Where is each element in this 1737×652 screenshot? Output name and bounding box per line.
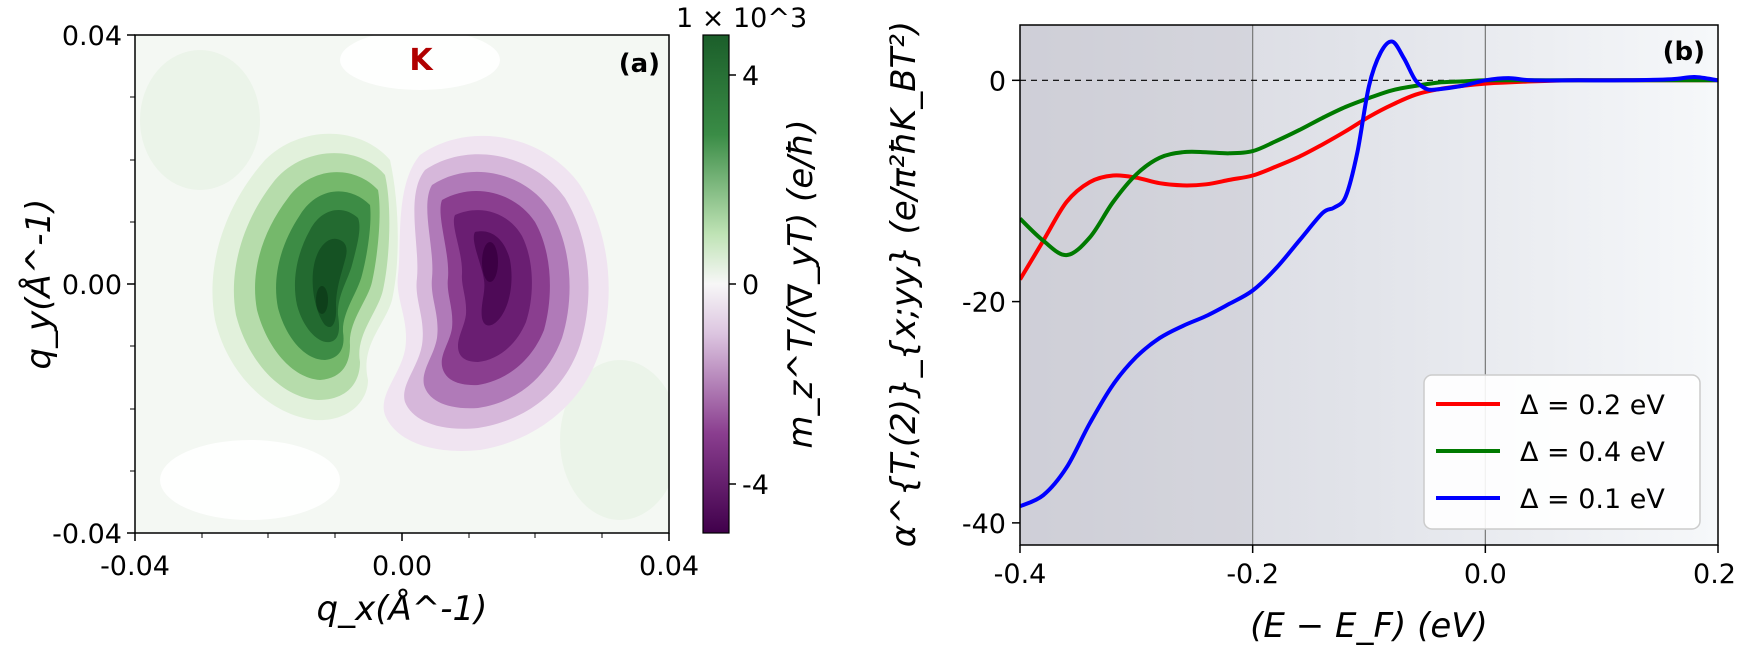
y-tick-label: -20 bbox=[962, 288, 1006, 319]
guide-lines bbox=[1020, 25, 1718, 545]
y-tick-label: 0 bbox=[989, 66, 1006, 97]
colorbar-tick-label: 0 bbox=[742, 270, 759, 301]
colorbar-multiplier: 1 × 10^3 bbox=[676, 3, 807, 34]
x-axis-label-b: (E − E_F) (eV) bbox=[1250, 606, 1488, 646]
legend-label: Δ = 0.4 eV bbox=[1520, 437, 1665, 468]
panel-b: (b) -0.4 -0.2 0.0 0.2 0 -20 -40 (E − E_F… bbox=[884, 21, 1736, 646]
y-tick-label: 0.00 bbox=[62, 270, 122, 301]
panel-a: K (a) -0.04 0.00 0.04 bbox=[18, 3, 821, 629]
colorbar-label: m_z^T/(∇_yT) (e/ħ) bbox=[781, 119, 821, 448]
k-point-label: K bbox=[409, 43, 434, 78]
y-axis-label-a: q_y(Å^-1) bbox=[18, 199, 59, 370]
y-tick-label: -40 bbox=[962, 509, 1006, 540]
series-lines bbox=[1020, 39, 1718, 509]
legend-box bbox=[1423, 374, 1701, 530]
x-tick-label: -0.04 bbox=[100, 551, 170, 582]
x-tick-label: 0.0 bbox=[1464, 559, 1507, 590]
positive-lobe bbox=[212, 133, 398, 421]
y-tick-label: 0.04 bbox=[62, 21, 122, 52]
x-tick-label: 0.00 bbox=[372, 551, 432, 582]
shaded-region bbox=[1020, 25, 1253, 545]
legend-label: Δ = 0.2 eV bbox=[1520, 390, 1665, 421]
negative-lobe bbox=[383, 135, 609, 451]
x-axis-label-a: q_x(Å^-1) bbox=[317, 588, 488, 629]
y-axis-label-b: α^{T,(2)}_{x;yy} (e/π²ħK_BT²) bbox=[884, 21, 924, 547]
heatmap-field bbox=[140, 35, 669, 520]
panel-label-b: (b) bbox=[1663, 37, 1705, 67]
colorbar-gradient bbox=[702, 34, 730, 534]
y-ticks-a: 0.04 0.00 -0.04 bbox=[52, 21, 135, 550]
series-line-blue bbox=[1020, 39, 1718, 509]
panel-label-a: (a) bbox=[619, 49, 660, 79]
x-tick-label: 0.04 bbox=[639, 551, 699, 582]
plot-frame-b bbox=[1019, 24, 1719, 546]
x-tick-label: -0.4 bbox=[994, 559, 1047, 590]
x-ticks-b: -0.4 -0.2 0.0 0.2 bbox=[994, 545, 1736, 590]
x-tick-label: -0.2 bbox=[1226, 559, 1279, 590]
colorbar-tick-label: -4 bbox=[742, 470, 769, 501]
colorbar: 4 0 -4 1 × 10^3 m_z^T/(∇_yT) (e/ħ) bbox=[676, 3, 821, 534]
x-ticks-a: -0.04 0.00 0.04 bbox=[100, 533, 699, 582]
y-tick-label: -0.04 bbox=[52, 519, 122, 550]
y-ticks-b: 0 -20 -40 bbox=[962, 66, 1020, 540]
legend: Δ = 0.2 eV Δ = 0.4 eV Δ = 0.1 eV bbox=[1423, 374, 1701, 530]
x-tick-label: 0.2 bbox=[1693, 559, 1736, 590]
colorbar-tick-label: 4 bbox=[742, 61, 759, 92]
legend-label: Δ = 0.1 eV bbox=[1520, 484, 1665, 515]
